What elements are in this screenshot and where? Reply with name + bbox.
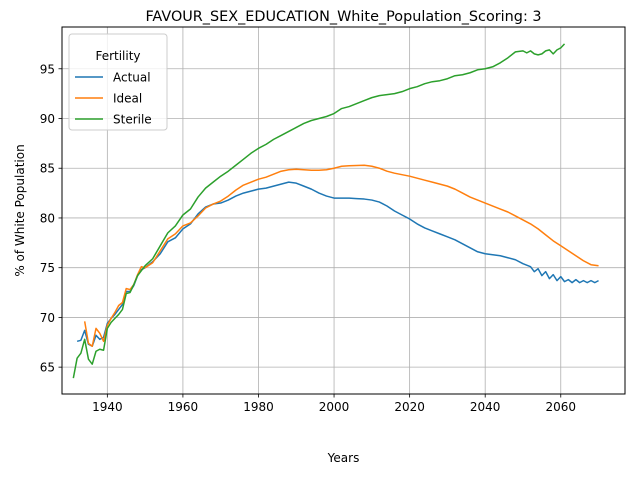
plot-frame bbox=[61, 26, 626, 395]
x-axis-label: Years bbox=[327, 451, 360, 465]
x-tick-label: 1960 bbox=[168, 400, 199, 414]
y-tick-label: 65 bbox=[40, 361, 55, 375]
x-axis-ticks: 1940 1960 1980 2000 2020 2040 2060 bbox=[92, 394, 576, 414]
y-axis-label: % of White Population bbox=[13, 144, 27, 276]
y-tick-label: 75 bbox=[40, 261, 55, 275]
x-tick-label: 2040 bbox=[470, 400, 501, 414]
y-tick-label: 70 bbox=[40, 311, 55, 325]
legend-label-actual: Actual bbox=[113, 71, 151, 85]
x-tick-label: 1980 bbox=[243, 400, 274, 414]
x-tick-label: 2000 bbox=[319, 400, 350, 414]
y-tick-label: 95 bbox=[40, 62, 55, 76]
legend-label-sterile: Sterile bbox=[113, 113, 152, 127]
x-tick-label: 2060 bbox=[545, 400, 576, 414]
legend-label-ideal: Ideal bbox=[113, 92, 142, 106]
legend-title: Fertility bbox=[95, 49, 140, 63]
series-lines bbox=[72, 43, 599, 379]
legend-entries: Actual Ideal Sterile bbox=[75, 71, 152, 127]
y-tick-label: 90 bbox=[40, 112, 55, 126]
x-tick-label: 1940 bbox=[92, 400, 123, 414]
y-tick-label: 80 bbox=[40, 211, 55, 225]
chart-title: FAVOUR_SEX_EDUCATION_White_Population_Sc… bbox=[145, 9, 541, 25]
y-tick-label: 85 bbox=[40, 162, 55, 176]
legend: Fertility Actual Ideal Sterile bbox=[68, 33, 168, 131]
y-axis-ticks: 65 70 75 80 85 90 95 bbox=[40, 62, 62, 375]
x-tick-label: 2020 bbox=[394, 400, 425, 414]
legend-box bbox=[68, 33, 168, 131]
series-line-sterile bbox=[72, 43, 566, 379]
